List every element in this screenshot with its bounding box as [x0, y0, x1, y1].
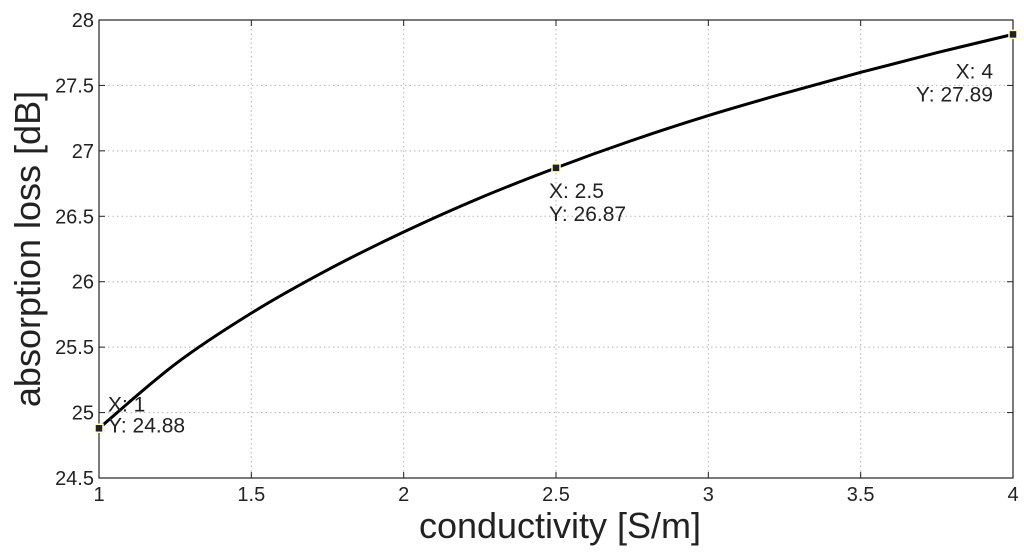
- x-tick-label: 2.5: [542, 484, 570, 506]
- grid-lines: [99, 20, 1013, 478]
- x-tick-label: 2: [398, 484, 409, 506]
- y-tick-label: 24.5: [55, 468, 94, 490]
- y-tick-label: 28: [72, 10, 94, 32]
- x-tick-label: 3.5: [847, 484, 875, 506]
- y-tick-labels: 24.5 25 25.5 26 26.5 27 27.5 28: [55, 10, 94, 490]
- y-tick-label: 27.5: [55, 75, 94, 97]
- y-axis-label: absorption loss [dB]: [7, 91, 48, 407]
- data-tip-marker: [1008, 29, 1018, 40]
- x-tick-labels: 1 1.5 2 2.5 3 3.5 4: [93, 484, 1018, 506]
- data-tip-y-text: Y: 26.87: [549, 203, 626, 226]
- x-tick-label: 3: [703, 484, 714, 506]
- y-tick-label: 25: [72, 403, 94, 425]
- series-line: [98, 32, 1014, 430]
- x-tick-label: 1.5: [237, 484, 265, 506]
- x-tick-label: 4: [1007, 484, 1018, 506]
- y-tick-label: 27: [72, 141, 94, 163]
- data-tip-x-text: X: 2.5: [549, 180, 604, 203]
- data-tip-y-text: Y: 27.89: [916, 83, 993, 106]
- y-tick-label: 26.5: [55, 206, 94, 228]
- data-tip-annotations: X: 1Y: 24.88 X: 2.5Y: 26.87 X: 4Y: 27.89: [94, 29, 1018, 437]
- data-tip-x-text: X: 4: [956, 60, 994, 83]
- data-tip-marker: [551, 163, 561, 173]
- tick-marks: [98, 19, 1014, 479]
- data-tip-marker: [94, 423, 104, 434]
- y-tick-label: 25.5: [55, 337, 94, 359]
- x-tick-label: 1: [93, 484, 104, 506]
- x-axis-label: conductivity [S/m]: [419, 505, 701, 546]
- y-tick-label: 26: [72, 272, 94, 294]
- data-tip-y-text: Y: 24.88: [108, 414, 185, 437]
- data-tip-x-text: X: 1: [108, 393, 145, 416]
